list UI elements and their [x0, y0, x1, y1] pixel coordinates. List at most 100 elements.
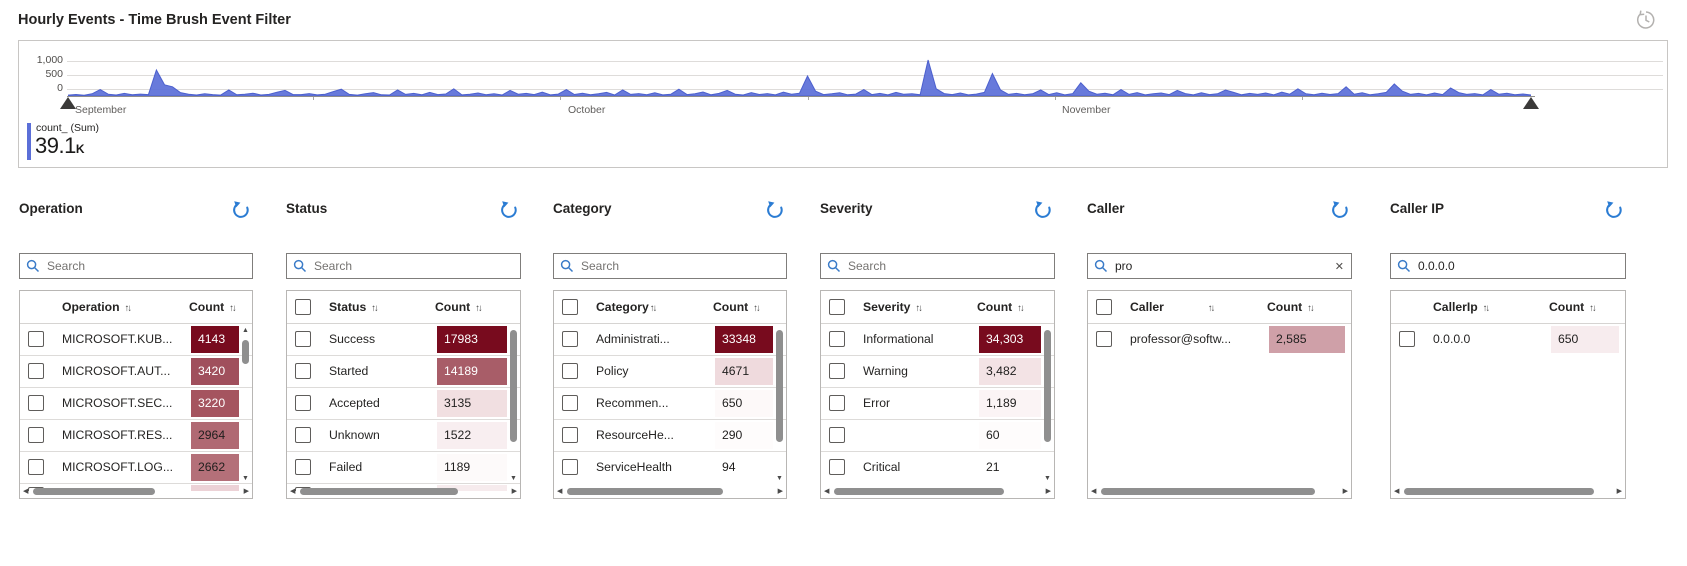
vertical-scrollbar[interactable]: ▼ [1041, 324, 1054, 485]
scrollbar-thumb[interactable] [242, 340, 249, 364]
search-input[interactable] [312, 258, 514, 274]
scrollbar-thumb[interactable] [1404, 488, 1594, 495]
row-checkbox[interactable] [829, 363, 845, 379]
row-checkbox[interactable] [295, 459, 311, 475]
scrollbar-thumb[interactable] [510, 330, 517, 442]
search-input[interactable] [579, 258, 780, 274]
row-checkbox[interactable] [562, 395, 578, 411]
table-row[interactable]: Policy 4671 [554, 355, 786, 387]
search-input[interactable] [45, 258, 246, 274]
table-row[interactable]: MICROSOFT.RES... 2964 [20, 419, 252, 451]
scrollbar-thumb[interactable] [567, 488, 723, 495]
sort-icon[interactable]: ↑↓ [1482, 303, 1490, 314]
table-row[interactable]: Accepted 3135 [287, 387, 520, 419]
scroll-down-icon[interactable]: ▼ [1044, 475, 1051, 482]
table-row[interactable]: Critical 21 [821, 451, 1054, 483]
horizontal-scrollbar[interactable]: ◀ ▶ [287, 485, 520, 498]
row-checkbox[interactable] [829, 459, 845, 475]
table-row[interactable]: MICROSOFT.AUT... 3420 [20, 355, 252, 387]
table-row[interactable]: Administrati... 33348 [554, 324, 786, 355]
row-checkbox[interactable] [295, 363, 311, 379]
row-checkbox[interactable] [562, 363, 578, 379]
reset-filter-icon[interactable] [1330, 200, 1350, 220]
clear-search-icon[interactable]: ✕ [1334, 260, 1344, 273]
sort-icon[interactable]: ↑↓ [1207, 303, 1215, 314]
horizontal-scrollbar[interactable]: ◀ ▶ [1391, 485, 1625, 498]
row-checkbox[interactable] [562, 459, 578, 475]
scroll-down-icon[interactable]: ▼ [776, 475, 783, 482]
column-header-count[interactable]: Count ↑↓ [977, 291, 1025, 325]
row-checkbox[interactable] [562, 427, 578, 443]
sort-icon[interactable]: ↑↓ [915, 303, 922, 314]
row-checkbox[interactable] [295, 331, 311, 347]
select-all-checkbox[interactable] [295, 299, 311, 315]
scroll-up-icon[interactable]: ▲ [242, 327, 249, 334]
scroll-down-icon[interactable]: ▼ [242, 475, 249, 482]
row-checkbox[interactable] [562, 331, 578, 347]
scroll-left-icon[interactable]: ◀ [23, 488, 29, 495]
reset-filter-icon[interactable] [1033, 200, 1053, 220]
row-checkbox[interactable] [1096, 331, 1112, 347]
column-header-count[interactable]: Count ↑↓ [189, 291, 237, 325]
table-row[interactable]: Recommen... 650 [554, 387, 786, 419]
scroll-down-icon[interactable]: ▼ [510, 475, 517, 482]
table-row[interactable]: ResourceHe... 290 [554, 419, 786, 451]
scrollbar-thumb[interactable] [300, 488, 458, 495]
column-header-name[interactable]: Caller [1130, 300, 1164, 314]
table-row[interactable]: Warning 3,482 [821, 355, 1054, 387]
brush-handle-left[interactable] [60, 97, 76, 109]
table-row[interactable]: MICROSOFT.SEC... 3220 [20, 387, 252, 419]
sort-icon[interactable]: ↑↓ [649, 303, 657, 314]
scroll-right-icon[interactable]: ▶ [1045, 488, 1051, 495]
table-row[interactable]: Unknown 1522 [287, 419, 520, 451]
history-restore-icon[interactable] [1634, 8, 1658, 32]
column-header-name[interactable]: CallerIp [1433, 300, 1478, 314]
column-header-name[interactable]: Severity [863, 300, 911, 314]
search-input[interactable] [1113, 258, 1334, 274]
scrollbar-thumb[interactable] [834, 488, 1004, 495]
scroll-left-icon[interactable]: ◀ [557, 488, 563, 495]
row-checkbox[interactable] [295, 427, 311, 443]
reset-filter-icon[interactable] [765, 200, 785, 220]
table-row[interactable]: MICROSOFT.LOG... 2662 [20, 451, 252, 483]
row-checkbox[interactable] [829, 331, 845, 347]
table-row[interactable]: ServiceHealth 94 [554, 451, 786, 483]
column-header-count[interactable]: Count ↑↓ [713, 291, 761, 325]
row-checkbox[interactable] [829, 427, 845, 443]
column-header-name[interactable]: Status [329, 300, 367, 314]
row-checkbox[interactable] [28, 459, 44, 475]
horizontal-scrollbar[interactable]: ◀ ▶ [1088, 485, 1351, 498]
table-row[interactable]: 60 [821, 419, 1054, 451]
select-all-checkbox[interactable] [1096, 299, 1112, 315]
scroll-right-icon[interactable]: ▶ [1342, 488, 1348, 495]
row-checkbox[interactable] [28, 395, 44, 411]
horizontal-scrollbar[interactable]: ◀ ▶ [20, 485, 252, 498]
column-header-count[interactable]: Count ↑↓ [435, 291, 483, 325]
sort-icon[interactable]: ↑↓ [371, 303, 378, 314]
table-row[interactable]: Failed 1189 [287, 451, 520, 483]
horizontal-scrollbar[interactable]: ◀ ▶ [821, 485, 1054, 498]
select-all-checkbox[interactable] [562, 299, 578, 315]
table-row[interactable]: Error 1,189 [821, 387, 1054, 419]
row-checkbox[interactable] [1399, 331, 1415, 347]
column-header-count[interactable]: Count ↑↓ [1549, 291, 1597, 325]
table-row[interactable]: 0.0.0.0 650 [1391, 324, 1625, 355]
table-row[interactable]: professor@softw... 2,585 [1088, 324, 1351, 355]
table-row[interactable]: Started 14189 [287, 355, 520, 387]
row-checkbox[interactable] [829, 395, 845, 411]
reset-filter-icon[interactable] [499, 200, 519, 220]
reset-filter-icon[interactable] [1604, 200, 1624, 220]
scroll-left-icon[interactable]: ◀ [1394, 488, 1400, 495]
table-row[interactable]: Success 17983 [287, 324, 520, 355]
scroll-right-icon[interactable]: ▶ [1616, 488, 1622, 495]
scrollbar-thumb[interactable] [776, 330, 783, 442]
select-all-checkbox[interactable] [829, 299, 845, 315]
table-row[interactable]: Informational 34,303 [821, 324, 1054, 355]
search-input[interactable] [1416, 258, 1619, 274]
column-header-count[interactable]: Count ↑↓ [1267, 291, 1315, 325]
row-checkbox[interactable] [28, 427, 44, 443]
vertical-scrollbar[interactable]: ▲ ▼ [239, 324, 252, 485]
scrollbar-thumb[interactable] [33, 488, 155, 495]
brush-area-series[interactable] [68, 41, 1531, 96]
column-header-name[interactable]: Operation [62, 300, 120, 314]
